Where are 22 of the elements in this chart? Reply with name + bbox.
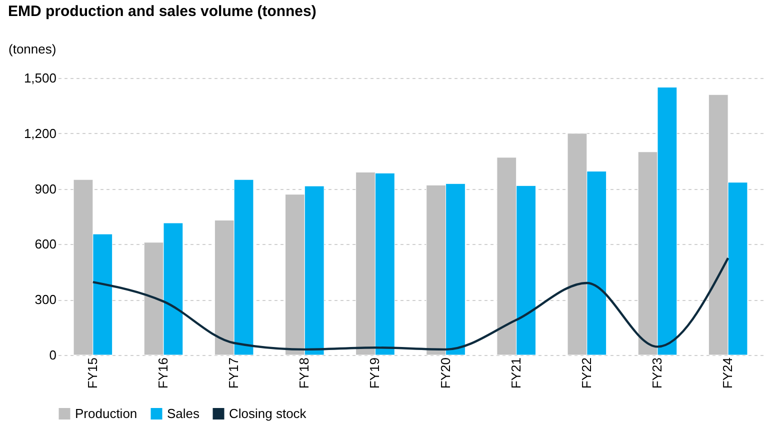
y-tick-label: 1,500 xyxy=(24,70,56,86)
y-tick-label: 0 xyxy=(49,348,56,362)
x-tick-label: FY19 xyxy=(367,358,382,389)
legend-label: Production xyxy=(75,406,138,421)
x-tick-label: FY18 xyxy=(296,358,312,389)
chart-title: EMD production and sales volume (tonnes) xyxy=(8,3,316,20)
y-axis-title: (tonnes) xyxy=(8,42,56,56)
y-tick-label: 900 xyxy=(34,181,56,196)
y-tick-label: 600 xyxy=(34,236,56,252)
legend-label: Closing stock xyxy=(229,406,307,421)
x-tick-label: FY21 xyxy=(508,358,524,389)
line-series xyxy=(92,256,730,351)
x-tick-label: FY15 xyxy=(84,358,100,389)
x-tick-label: FY16 xyxy=(156,358,171,389)
x-tick-label: FY17 xyxy=(226,358,242,389)
legend-label: Sales xyxy=(167,406,200,421)
x-tick-label: FY24 xyxy=(720,358,736,389)
x-tick-label: FY20 xyxy=(438,358,453,389)
x-tick-label: FY22 xyxy=(578,358,594,389)
y-tick-label: 300 xyxy=(34,292,56,308)
x-tick-label: FY23 xyxy=(649,358,664,389)
y-tick-label: 1,200 xyxy=(24,126,56,141)
